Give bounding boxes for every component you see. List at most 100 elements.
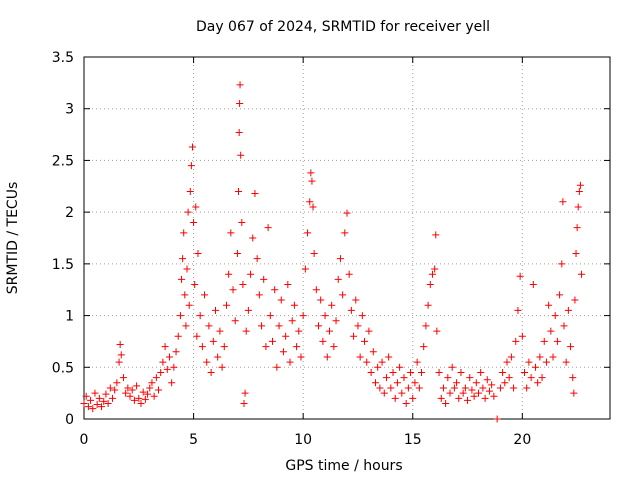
data-point — [505, 374, 513, 382]
data-point — [130, 396, 138, 404]
data-point — [352, 296, 360, 304]
data-point — [117, 351, 125, 359]
data-point — [339, 291, 347, 299]
data-point — [389, 368, 397, 376]
data-point — [214, 353, 222, 361]
data-point — [512, 337, 520, 345]
axis-ticks: 0 0.5 1 1.5 2 2.5 3 3.5 0 5 10 15 20 — [52, 50, 610, 448]
data-point — [413, 358, 421, 366]
x-tick-label: 15 — [404, 432, 422, 448]
data-point — [239, 281, 247, 289]
x-tick-label: 5 — [189, 432, 198, 448]
data-point — [282, 332, 290, 340]
data-point — [227, 229, 235, 237]
data-point — [133, 382, 141, 390]
data-point — [286, 358, 294, 366]
data-point — [428, 270, 436, 278]
data-point — [139, 388, 147, 396]
data-point — [575, 187, 583, 195]
data-point — [241, 389, 249, 397]
data-point — [433, 327, 441, 335]
data-point — [540, 337, 548, 345]
data-point — [435, 368, 443, 376]
data-point — [185, 301, 193, 309]
data-point — [549, 353, 557, 361]
data-point — [573, 224, 581, 232]
data-point — [369, 348, 377, 356]
data-point — [444, 374, 452, 382]
data-point — [93, 401, 101, 409]
data-point — [172, 348, 180, 356]
data-point — [100, 397, 108, 405]
data-point — [358, 312, 366, 320]
data-point — [268, 337, 276, 345]
data-point — [108, 394, 116, 402]
data-point — [398, 389, 406, 397]
data-point — [529, 281, 537, 289]
data-point — [144, 390, 152, 398]
data-point — [453, 379, 461, 387]
data-point — [98, 403, 106, 411]
data-point — [442, 399, 450, 407]
data-points — [80, 81, 586, 423]
data-point — [235, 187, 243, 195]
data-point — [262, 343, 270, 351]
data-point — [426, 281, 434, 289]
y-tick-label: 0 — [65, 412, 74, 428]
data-point — [260, 275, 268, 283]
data-point — [279, 348, 287, 356]
y-tick-label: 3 — [65, 102, 74, 118]
plot-frame — [83, 56, 611, 420]
data-point — [574, 203, 582, 211]
data-point — [308, 177, 316, 185]
data-point — [439, 384, 447, 392]
data-point — [501, 379, 509, 387]
data-point — [336, 255, 344, 263]
data-point — [542, 358, 550, 366]
data-point — [111, 386, 119, 394]
data-point — [249, 234, 257, 242]
data-point — [525, 358, 533, 366]
data-point — [422, 322, 430, 330]
data-point — [477, 368, 485, 376]
data-point — [122, 389, 130, 397]
data-point — [545, 301, 553, 309]
data-point — [288, 317, 296, 325]
data-point — [507, 353, 515, 361]
data-point — [523, 384, 531, 392]
data-point — [157, 368, 165, 376]
grid-lines — [84, 57, 610, 419]
data-point — [306, 198, 314, 206]
data-point — [562, 358, 570, 366]
data-point — [180, 229, 188, 237]
data-point — [128, 386, 136, 394]
data-point — [238, 218, 246, 226]
data-point — [455, 394, 463, 402]
data-point — [184, 208, 192, 216]
data-point — [461, 384, 469, 392]
data-point — [391, 394, 399, 402]
data-point — [437, 394, 445, 402]
data-point — [297, 353, 305, 361]
data-point — [547, 327, 555, 335]
data-point — [332, 317, 340, 325]
data-point — [229, 286, 237, 294]
data-point — [468, 386, 476, 394]
data-point — [148, 379, 156, 387]
data-point — [556, 291, 564, 299]
data-point — [191, 281, 199, 289]
data-point — [527, 374, 535, 382]
data-point — [163, 365, 171, 373]
data-point — [146, 384, 154, 392]
data-point — [499, 368, 507, 376]
y-tick-label: 2.5 — [52, 153, 74, 169]
data-point — [466, 374, 474, 382]
data-point — [536, 353, 544, 361]
data-point — [407, 368, 415, 376]
data-point — [242, 327, 250, 335]
data-point — [307, 169, 315, 177]
data-point — [475, 389, 482, 397]
data-point — [271, 286, 279, 294]
data-point — [220, 343, 228, 351]
